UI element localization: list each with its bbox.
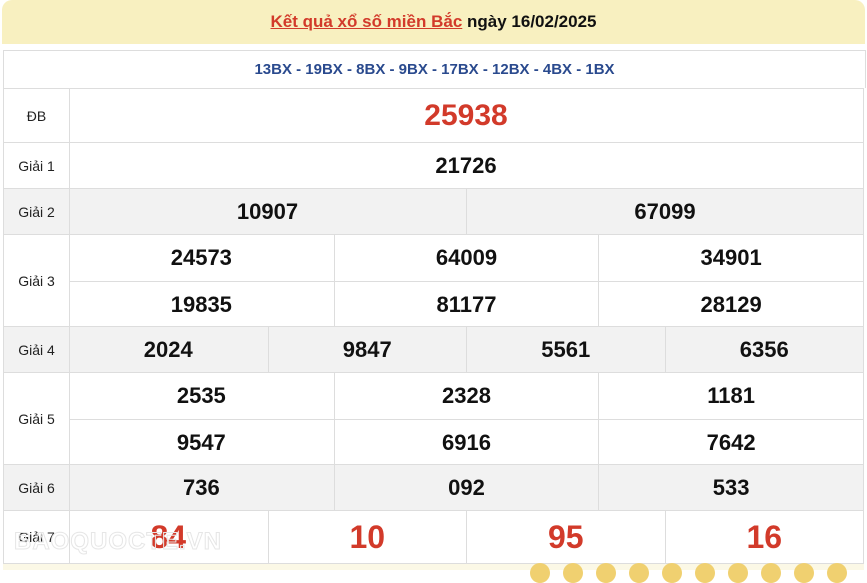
prize-label: Giải 6 — [4, 465, 70, 510]
prize-number: 9547 — [69, 419, 334, 465]
prize-number: 092 — [333, 465, 599, 511]
prize-row: Giải 5 2535 2328 1181 9547 6916 7642 — [3, 372, 864, 465]
prize-row: Giải 3 24573 64009 34901 19835 81177 28129 — [3, 234, 864, 327]
special-codes: 13BX - 19BX - 8BX - 9BX - 17BX - 12BX - … — [3, 50, 866, 88]
prize-number: 10907 — [236, 199, 299, 224]
prize-number: 533 — [598, 465, 863, 511]
prize-number: 21726 — [435, 153, 497, 178]
prize-label: Giải 3 — [4, 235, 70, 326]
prize-number: 5561 — [466, 327, 665, 373]
prize-number: 34901 — [598, 235, 863, 281]
prize-row: Giải 2 10907 67099 — [3, 188, 864, 235]
prize-row: Giải 7 84 10 95 16 — [3, 510, 864, 564]
prize-row: Giải 4 2024 9847 5561 6356 — [3, 326, 864, 373]
prize-number: 2535 — [176, 383, 226, 408]
prize-number: 1181 — [598, 373, 863, 419]
results-header: Kết quả xổ số miền Bắc ngày 16/02/2025 — [2, 0, 865, 44]
title-link[interactable]: Kết quả xổ số miền Bắc — [270, 12, 463, 31]
prize-number: 81177 — [333, 281, 599, 327]
prize-number: 7642 — [598, 419, 863, 465]
prize-number: 64009 — [333, 235, 599, 281]
prize-number: 24573 — [170, 245, 232, 270]
footer-strip — [3, 563, 864, 570]
prize-number: 10 — [267, 511, 467, 564]
watermark: BAOQUOCTE.VN — [13, 528, 223, 556]
prize-label: Giải 7 — [4, 511, 70, 563]
prize-row: Giải 1 21726 — [3, 142, 864, 188]
prize-number: 2328 — [333, 373, 599, 419]
prize-number: 28129 — [598, 281, 863, 327]
prize-number: 2024 — [143, 337, 193, 362]
prize-row: ĐB 25938 — [3, 88, 864, 142]
prize-number: 25938 — [424, 99, 508, 132]
prize-label: Giải 1 — [4, 143, 70, 188]
prize-number: 16 — [664, 511, 864, 564]
prize-number: 6916 — [333, 419, 599, 465]
prize-number: 67099 — [466, 189, 863, 235]
prize-row: Giải 6 736 092 533 — [3, 464, 864, 511]
prize-number: 95 — [466, 511, 665, 564]
date-text: ngày 16/02/2025 — [467, 12, 597, 31]
prize-label: Giải 5 — [4, 373, 70, 464]
prize-number: 9847 — [267, 327, 467, 373]
prize-label: Giải 4 — [4, 327, 70, 372]
prize-number: 19835 — [69, 281, 334, 327]
prize-number: 736 — [182, 475, 220, 500]
prize-label: ĐB — [4, 89, 70, 142]
pagination-dots — [530, 563, 847, 583]
prize-label: Giải 2 — [4, 189, 70, 234]
prize-number: 84 — [150, 519, 187, 555]
prize-number: 6356 — [664, 327, 864, 373]
